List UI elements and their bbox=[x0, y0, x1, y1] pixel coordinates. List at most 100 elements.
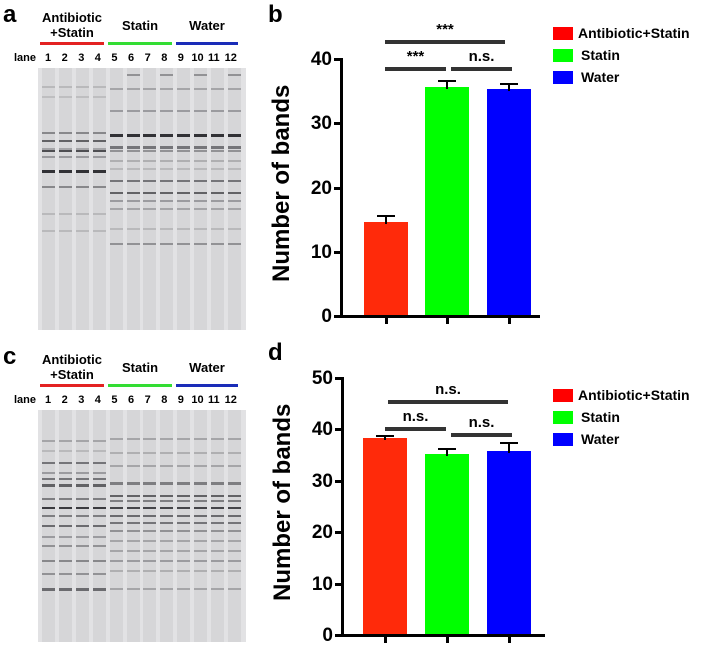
gel-band bbox=[177, 550, 191, 552]
y-tick-label: 20 bbox=[310, 177, 332, 199]
sig-line bbox=[388, 400, 508, 404]
sig-line bbox=[385, 67, 446, 71]
gel-band bbox=[109, 200, 123, 202]
gel-band bbox=[211, 465, 224, 467]
gel-band bbox=[126, 228, 140, 230]
y-tick bbox=[335, 531, 342, 535]
gel-band bbox=[75, 515, 89, 517]
gel-band bbox=[109, 540, 123, 542]
gel-group-label: Antibiotic +Statin bbox=[40, 352, 104, 382]
y-tick bbox=[334, 315, 341, 318]
gel-band bbox=[92, 478, 106, 480]
gel-band bbox=[211, 110, 224, 112]
gel-band bbox=[160, 208, 174, 210]
lane-number: 7 bbox=[144, 52, 151, 64]
group-label-line2: +Statin bbox=[50, 367, 94, 382]
gel-band bbox=[126, 515, 140, 517]
gel-band bbox=[194, 465, 208, 467]
gel-lane bbox=[143, 410, 157, 642]
gel-lane bbox=[194, 410, 208, 642]
gel-band bbox=[211, 228, 224, 230]
y-tick-label: 0 bbox=[321, 306, 332, 327]
gel-band bbox=[227, 243, 241, 245]
gel-band bbox=[92, 96, 106, 98]
gel-band bbox=[211, 243, 224, 245]
gel-band bbox=[109, 452, 123, 454]
gel-band bbox=[177, 134, 191, 137]
gel-band bbox=[58, 186, 72, 188]
bar-antibiotic-statin bbox=[364, 222, 408, 315]
gel-band bbox=[211, 134, 224, 137]
group-label-line2: +Statin bbox=[50, 25, 94, 40]
gel-band bbox=[227, 570, 241, 572]
gel-band bbox=[143, 180, 157, 182]
gel-band bbox=[109, 560, 123, 562]
lane-number: 10 bbox=[191, 52, 204, 64]
gel-band bbox=[58, 450, 72, 452]
y-tick-label: 10 bbox=[311, 573, 333, 595]
gel-band bbox=[227, 228, 241, 230]
gel-band bbox=[58, 150, 72, 152]
gel-band bbox=[227, 200, 241, 202]
lane-number: 4 bbox=[94, 394, 101, 406]
gel-band bbox=[92, 150, 106, 152]
gel-band bbox=[211, 482, 224, 485]
gel-band bbox=[92, 484, 106, 487]
gel-band bbox=[194, 150, 208, 152]
gel-band bbox=[75, 170, 89, 173]
gel-band bbox=[227, 150, 241, 152]
gel-band bbox=[160, 160, 174, 162]
gel-lane bbox=[92, 68, 106, 330]
gel-band bbox=[143, 192, 157, 194]
lane-number: 6 bbox=[128, 394, 135, 406]
gel-band bbox=[194, 507, 208, 509]
gel-band bbox=[92, 450, 106, 452]
gel-band bbox=[177, 150, 191, 152]
gel-band bbox=[227, 515, 241, 517]
sig-line bbox=[385, 40, 505, 44]
lane-number: 2 bbox=[61, 394, 68, 406]
lane-number: 3 bbox=[78, 52, 85, 64]
gel-band bbox=[75, 86, 89, 88]
gel-band bbox=[227, 495, 241, 497]
gel-band bbox=[160, 540, 174, 542]
gel-band bbox=[75, 148, 89, 150]
gel-band bbox=[211, 560, 224, 562]
gel-band bbox=[227, 530, 241, 532]
gel-band bbox=[194, 438, 208, 440]
gel-band bbox=[194, 570, 208, 572]
gel-band bbox=[126, 452, 140, 454]
gel-band bbox=[194, 200, 208, 202]
gel-band bbox=[126, 507, 140, 509]
group-label-line2: Water bbox=[189, 18, 225, 33]
lane-number: 6 bbox=[128, 52, 135, 64]
gel-band bbox=[211, 192, 224, 194]
gel-band bbox=[177, 495, 191, 497]
panel-letter-c: c bbox=[3, 343, 17, 370]
y-tick-label: 0 bbox=[322, 625, 333, 646]
x-axis-line bbox=[341, 634, 545, 637]
gel-band bbox=[75, 450, 89, 452]
gel-band bbox=[194, 192, 208, 194]
gel-band bbox=[92, 230, 106, 232]
gel-band bbox=[109, 495, 123, 497]
legend-b: Antibiotic+Statin Statin Water bbox=[553, 25, 708, 85]
sig-line bbox=[385, 427, 446, 431]
gel-band bbox=[42, 462, 55, 464]
gel-band bbox=[42, 472, 55, 474]
group-label-line2: Statin bbox=[121, 18, 159, 33]
gel-band bbox=[227, 452, 241, 454]
gel-lane bbox=[92, 410, 106, 642]
gel-lane bbox=[42, 68, 55, 330]
gel-band bbox=[143, 507, 157, 509]
x-tick bbox=[508, 636, 511, 643]
lane-prefix-label: lane bbox=[14, 394, 37, 406]
gel-band bbox=[194, 88, 208, 90]
gel-band bbox=[177, 88, 191, 90]
gel-band bbox=[194, 530, 208, 532]
gel-group-label: Statin bbox=[108, 18, 172, 33]
gel-lane bbox=[177, 410, 191, 642]
gel-band bbox=[227, 74, 241, 76]
gel-band bbox=[177, 192, 191, 194]
gel-band bbox=[160, 550, 174, 552]
